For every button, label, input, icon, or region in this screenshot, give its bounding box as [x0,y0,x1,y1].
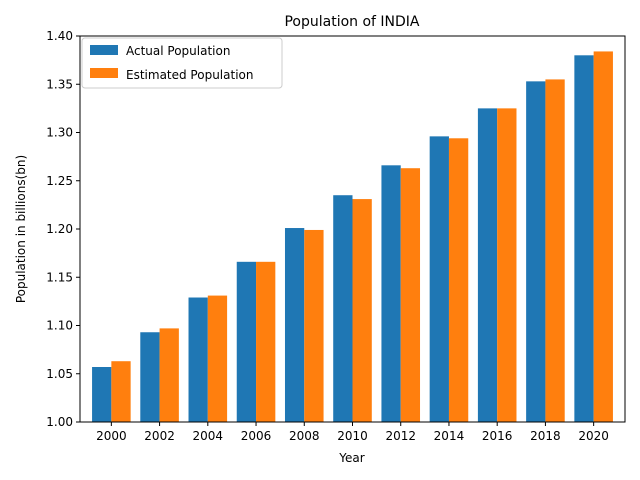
x-axis: 2000 2002 2004 2006 2008 2010 2012 2014 2016 2018… [96,422,609,443]
x-tick-label: 2018 [530,429,561,443]
bar-estimated-2006 [256,261,276,422]
bar-estimated-2014 [448,138,469,423]
bar-actual-2004 [188,297,208,422]
x-axis-label: Year [338,451,364,465]
bar-estimated-2010 [352,199,372,422]
x-tick-label: 2006 [241,429,272,443]
y-tick-label: 1.40 [46,29,73,43]
bar-estimated-2002 [159,328,179,422]
x-tick-label: 2014 [434,429,465,443]
y-tick-label: 1.35 [46,77,73,91]
y-tick-label: 1.20 [46,222,73,236]
bar-actual-2016 [477,108,498,423]
legend-label-estimated: Estimated Population [126,68,253,82]
legend-label-actual: Actual Population [126,44,230,58]
legend-swatch-estimated [90,68,118,78]
bar-actual-2018 [526,81,546,422]
bar-estimated-2008 [304,229,324,422]
bar-estimated-2020 [593,51,613,422]
bar-actual-2014 [429,136,449,423]
bar-estimated-2004 [207,295,228,422]
x-tick-label: 2000 [96,429,127,443]
x-tick-label: 2004 [193,429,224,443]
bar-actual-2020 [574,55,594,423]
bar-actual-2010 [333,195,353,422]
bar-actual-2012 [381,165,401,422]
x-tick-label: 2002 [144,429,175,443]
bar-actual-2008 [284,228,305,422]
y-axis-label: Population in billions(bn) [14,155,28,303]
bar-actual-2006 [236,261,257,422]
legend: Actual Population Estimated Population [81,37,283,89]
x-tick-label: 2016 [482,429,513,443]
x-tick-label: 2010 [337,429,368,443]
x-tick-label: 2012 [385,429,416,443]
legend-swatch-actual [90,45,118,55]
bars-layer [92,51,613,423]
x-tick-label: 2008 [289,429,320,443]
y-tick-label: 1.10 [46,319,73,333]
bar-estimated-2000 [111,361,131,422]
bar-actual-2002 [140,332,160,422]
chart-title: Population of INDIA [284,14,419,30]
y-tick-label: 1.30 [46,126,73,140]
x-tick-label: 2020 [578,429,609,443]
bar-actual-2000 [92,367,112,422]
y-tick-label: 1.05 [46,367,73,381]
bar-estimated-2012 [400,168,421,422]
y-tick-label: 1.25 [46,174,73,188]
legend-box [81,37,283,89]
y-axis: 1.00 1.05 1.10 1.15 1.20 1.25 1.30 1.35 1.40 [46,29,80,429]
y-tick-label: 1.00 [46,415,73,429]
bar-estimated-2018 [545,79,565,423]
y-tick-label: 1.15 [46,270,73,284]
bar-estimated-2016 [497,108,517,423]
